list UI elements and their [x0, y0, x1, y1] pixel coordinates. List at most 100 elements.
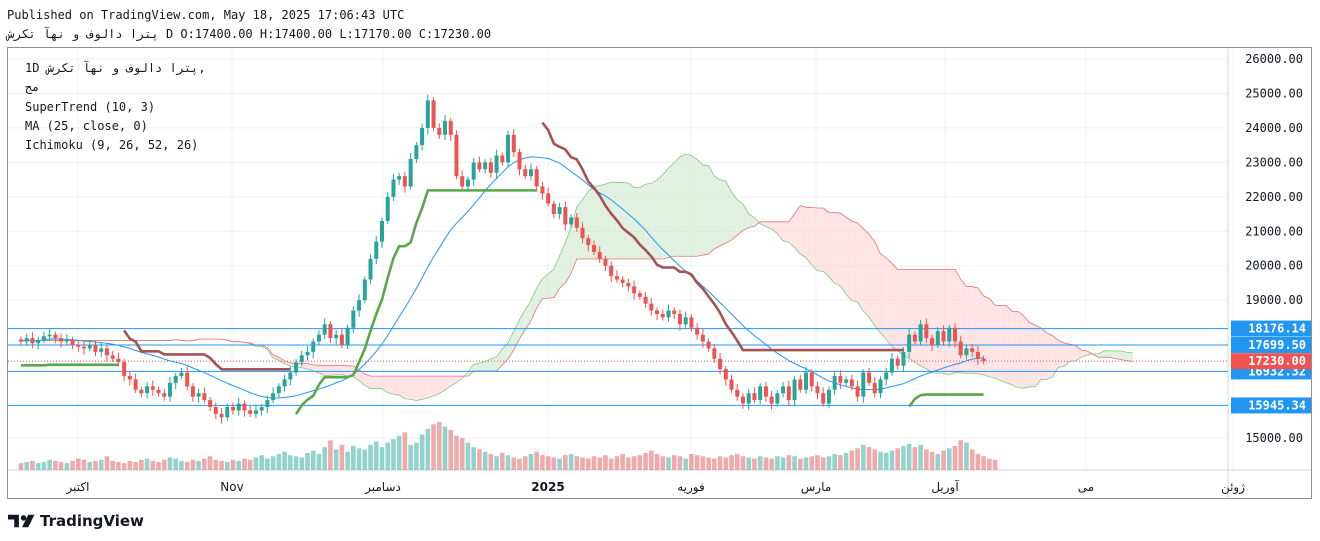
candle-body[interactable] [316, 334, 321, 342]
price-chart[interactable]: 26000.00 25000.00 24000.00 23000.00 22000.00… [8, 48, 1311, 498]
candle-body[interactable] [231, 406, 236, 411]
candle-body[interactable] [305, 351, 310, 356]
chart-frame[interactable]: 26000.00 25000.00 24000.00 23000.00 22000.00… [7, 47, 1312, 499]
candle-body[interactable] [30, 338, 35, 344]
candle-body[interactable] [775, 393, 780, 404]
candle-body[interactable] [448, 121, 453, 135]
candle-body[interactable] [362, 279, 367, 301]
candle-body[interactable] [752, 393, 757, 401]
candle-body[interactable] [414, 145, 419, 159]
candle-body[interactable] [895, 358, 900, 366]
candle-body[interactable] [173, 375, 178, 383]
candle-body[interactable] [156, 389, 161, 394]
candle-body[interactable] [368, 258, 373, 280]
candle-body[interactable] [551, 203, 556, 215]
candle-body[interactable] [901, 351, 906, 366]
candle-body[interactable] [87, 344, 92, 349]
candle-body[interactable] [488, 162, 493, 173]
candle-body[interactable] [483, 162, 488, 170]
candle-body[interactable] [59, 338, 64, 342]
candle-body[interactable] [471, 162, 476, 180]
candle-body[interactable] [620, 279, 625, 283]
candle-body[interactable] [282, 379, 287, 387]
candle-body[interactable] [809, 372, 814, 387]
supertrend-line[interactable] [123, 329, 291, 371]
legend-ma[interactable]: MA (25, close, 0) [25, 119, 148, 133]
candle-body[interactable] [574, 217, 579, 228]
candle-body[interactable] [769, 396, 774, 404]
candle-body[interactable] [425, 100, 430, 128]
candle-body[interactable] [964, 348, 969, 356]
candle-body[interactable] [53, 334, 58, 339]
candle-body[interactable] [110, 355, 115, 359]
candle-body[interactable] [826, 389, 831, 404]
candle-body[interactable] [706, 341, 711, 349]
candle-body[interactable] [265, 400, 270, 407]
candle-body[interactable] [592, 245, 596, 252]
candle-body[interactable] [357, 300, 362, 311]
candle-body[interactable] [632, 286, 637, 294]
candle-body[interactable] [649, 303, 654, 311]
candle-body[interactable] [391, 179, 396, 197]
candle-body[interactable] [718, 358, 723, 370]
candle-body[interactable] [849, 379, 854, 387]
candle-body[interactable] [614, 276, 619, 280]
candle-body[interactable] [339, 334, 344, 345]
candle-body[interactable] [133, 379, 138, 390]
candle-body[interactable] [242, 403, 247, 411]
candle-body[interactable] [695, 327, 700, 335]
candle-body[interactable] [104, 348, 109, 356]
candle-body[interactable] [402, 176, 407, 187]
candle-body[interactable] [907, 334, 912, 352]
candle-body[interactable] [557, 207, 562, 215]
candle-body[interactable] [683, 317, 688, 325]
candle-body[interactable] [947, 327, 952, 342]
candle-body[interactable] [723, 369, 728, 380]
candle-body[interactable] [844, 379, 849, 383]
candle-body[interactable] [838, 375, 843, 383]
candle-body[interactable] [655, 310, 660, 314]
candle-body[interactable] [500, 155, 505, 163]
candle-body[interactable] [603, 258, 608, 266]
candle-body[interactable] [208, 400, 213, 407]
candle-body[interactable] [626, 282, 631, 287]
candle-body[interactable] [540, 186, 545, 194]
candle-body[interactable] [219, 413, 224, 418]
candle-body[interactable] [276, 386, 281, 394]
candle-body[interactable] [958, 341, 963, 356]
candle-body[interactable] [185, 372, 190, 387]
candle-body[interactable] [24, 338, 29, 342]
moving-average-line[interactable] [20, 156, 984, 399]
candle-body[interactable] [534, 169, 539, 187]
candle-body[interactable] [735, 389, 740, 397]
candle-body[interactable] [36, 339, 41, 344]
candle-body[interactable] [139, 389, 144, 394]
candle-body[interactable] [763, 386, 768, 397]
candle-body[interactable] [299, 355, 304, 363]
candle-body[interactable] [41, 336, 46, 340]
candle-body[interactable] [408, 158, 413, 187]
candle-body[interactable] [385, 196, 390, 221]
candle-body[interactable] [804, 372, 809, 390]
candle-body[interactable] [878, 379, 883, 394]
candle-body[interactable] [867, 372, 872, 383]
candle-body[interactable] [379, 220, 384, 242]
candle-body[interactable] [236, 403, 241, 411]
candle-body[interactable] [832, 375, 837, 390]
candle-body[interactable] [351, 310, 356, 328]
candle-body[interactable] [82, 346, 87, 349]
candle-body[interactable] [93, 344, 98, 352]
candle-body[interactable] [345, 327, 350, 345]
candle-body[interactable] [643, 296, 648, 304]
candle-body[interactable] [420, 127, 425, 146]
candle-body[interactable] [196, 393, 201, 397]
candle-body[interactable] [271, 393, 276, 401]
candle-body[interactable] [76, 344, 81, 347]
candle-body[interactable] [918, 324, 923, 342]
candle-body[interactable] [225, 406, 230, 418]
candle-body[interactable] [127, 375, 132, 380]
candle-body[interactable] [912, 334, 917, 342]
candle-body[interactable] [511, 134, 516, 153]
candle-body[interactable] [861, 372, 866, 397]
candle-body[interactable] [546, 193, 551, 204]
